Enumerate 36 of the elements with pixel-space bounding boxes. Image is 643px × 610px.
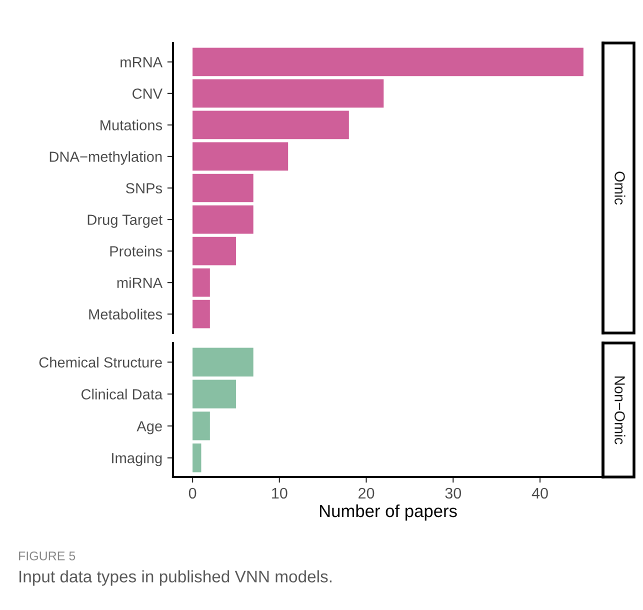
x-tick-label: 0 bbox=[188, 488, 196, 499]
bar bbox=[192, 174, 254, 202]
y-tick-label: CNV bbox=[132, 88, 163, 99]
y-tick-label: mRNA bbox=[120, 57, 163, 68]
y-tick-label: SNPs bbox=[126, 183, 162, 194]
bar bbox=[192, 412, 210, 440]
y2-axis-title: Non−Omic bbox=[614, 376, 626, 444]
y-tick-label: Chemical Structure bbox=[39, 356, 162, 368]
y-tick-label: Imaging bbox=[112, 452, 162, 466]
y-tick-label: Clinical Data bbox=[81, 388, 163, 400]
bar bbox=[192, 300, 210, 328]
x-tick-label: 10 bbox=[272, 488, 288, 499]
y-tick-label: Mutations bbox=[100, 120, 162, 130]
y-tick-label: miRNA bbox=[117, 277, 163, 288]
bar bbox=[192, 380, 236, 408]
y-tick-label: Proteins bbox=[110, 246, 162, 256]
bar bbox=[192, 236, 236, 266]
text: Input data types in published VNN models. bbox=[20, 570, 332, 586]
bar bbox=[192, 205, 254, 234]
bar bbox=[192, 48, 584, 76]
x-tick-label: 40 bbox=[532, 488, 548, 499]
bar bbox=[192, 110, 349, 140]
bar bbox=[192, 348, 254, 376]
y2-axis-title: Omic bbox=[614, 172, 626, 205]
caption: FIGURE 5 bbox=[19, 552, 76, 560]
bar bbox=[192, 268, 210, 297]
y-tick-label: Age bbox=[136, 421, 162, 434]
x-axis-title: Number of papers bbox=[320, 504, 457, 521]
bar bbox=[192, 444, 202, 472]
y-tick-label: DNA−methylation bbox=[50, 151, 162, 165]
bar bbox=[192, 142, 288, 171]
y-tick-label: Metabolites bbox=[89, 308, 162, 320]
bar bbox=[192, 79, 384, 108]
y-tick-label: Drug Target bbox=[88, 214, 162, 228]
x-tick-label: 30 bbox=[445, 488, 462, 499]
x-tick-label: 20 bbox=[358, 488, 374, 499]
